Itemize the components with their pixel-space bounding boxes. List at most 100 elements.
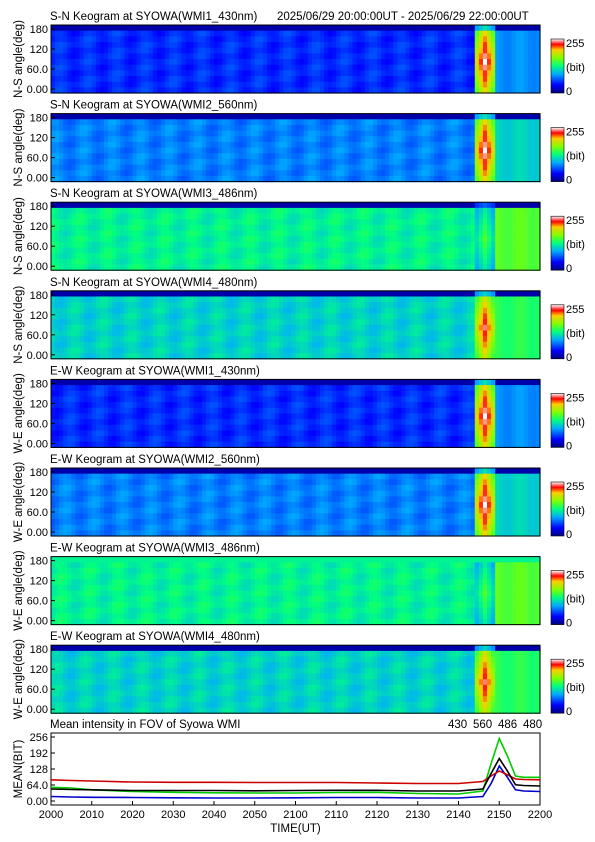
heatmap-cell <box>226 30 231 37</box>
heatmap-cell <box>209 307 215 315</box>
heatmap-cell <box>218 219 223 226</box>
heatmap-cell <box>499 219 504 226</box>
heatmap-cell <box>352 147 358 154</box>
heatmap-cell <box>474 53 480 60</box>
heatmap-cell <box>291 258 297 266</box>
heatmap-cell <box>291 30 297 37</box>
heatmap-cell <box>99 247 105 254</box>
heatmap-cell <box>511 141 517 149</box>
heatmap-cell <box>482 236 488 243</box>
heatmap-cell <box>189 347 195 354</box>
heatmap-cell <box>271 141 276 149</box>
heatmap-cell <box>478 264 484 271</box>
heatmap-cell <box>381 76 386 83</box>
heatmap-cell <box>454 230 460 237</box>
heatmap-cell <box>474 158 480 166</box>
heatmap-cell <box>173 130 178 137</box>
heatmap-cell <box>311 230 317 237</box>
heatmap-cell <box>482 224 488 232</box>
heatmap-cell <box>140 158 146 166</box>
heatmap-cell <box>491 25 496 32</box>
heatmap-cell <box>193 64 199 71</box>
heatmap-cell <box>324 130 329 137</box>
heatmap-cell <box>185 307 191 315</box>
heatmap-cell <box>368 224 374 232</box>
heatmap-cell <box>148 175 154 183</box>
heatmap-cell <box>499 175 504 183</box>
heatmap-cell <box>136 153 142 160</box>
heatmap-cell <box>295 213 301 220</box>
heatmap-cell <box>230 64 235 71</box>
heatmap-cell <box>254 141 260 149</box>
heatmap-cell <box>368 25 374 32</box>
heatmap-cell <box>454 219 460 226</box>
heatmap-cell <box>377 147 382 154</box>
heatmap-cell <box>63 124 68 132</box>
heatmap-cell <box>246 264 252 271</box>
heatmap-cell <box>462 87 468 94</box>
heatmap-cell <box>136 241 142 249</box>
heatmap-cell <box>108 324 113 332</box>
heatmap-cell <box>470 59 476 66</box>
heatmap-cell <box>189 175 195 183</box>
heatmap-cell <box>417 64 423 71</box>
heatmap-cell <box>177 42 182 49</box>
heatmap-cell <box>258 136 264 143</box>
heatmap-cell <box>120 175 125 183</box>
heatmap-cell <box>51 302 56 309</box>
heatmap-cell <box>372 25 378 32</box>
heatmap-cell <box>95 313 101 320</box>
heatmap-cell <box>527 153 533 160</box>
heatmap-cell <box>193 207 199 215</box>
heatmap-cell <box>503 47 508 54</box>
heatmap-cell <box>116 213 121 220</box>
heatmap-cell <box>226 353 231 360</box>
heatmap-cell <box>507 207 513 215</box>
heatmap-cell <box>173 25 178 32</box>
heatmap-cell <box>152 164 158 171</box>
heatmap-cell <box>83 119 89 126</box>
heatmap-cell <box>55 70 60 77</box>
heatmap-cell <box>450 241 456 249</box>
heatmap-cell <box>364 70 370 77</box>
heatmap-cell <box>389 136 394 143</box>
heatmap-cell <box>397 47 403 54</box>
heatmap-cell <box>535 136 541 143</box>
heatmap-cell <box>185 213 191 220</box>
heatmap-cell <box>340 264 345 271</box>
heatmap-cell <box>169 70 174 77</box>
heatmap-cell <box>87 42 93 49</box>
heatmap-cell <box>55 347 60 354</box>
heatmap-cell <box>124 290 130 298</box>
heatmap-cell <box>165 113 170 120</box>
heatmap-cell <box>515 136 521 143</box>
heatmap-cell <box>83 47 89 54</box>
heatmap-cell <box>226 319 231 326</box>
heatmap-cell <box>507 141 513 149</box>
heatmap-cell <box>454 213 460 220</box>
heatmap-cell <box>434 130 439 137</box>
heatmap-cell <box>511 253 517 260</box>
heatmap-cell <box>258 307 264 315</box>
heatmap-cell <box>201 202 207 209</box>
heatmap-cell <box>360 81 366 88</box>
heatmap-cell <box>165 341 170 349</box>
heatmap-cell <box>71 330 77 337</box>
heatmap-cell <box>434 175 439 183</box>
heatmap-cell <box>340 81 345 88</box>
heatmap-cell <box>340 76 345 83</box>
heatmap-cell <box>71 25 77 32</box>
heatmap-cell <box>103 313 109 320</box>
heatmap-cell <box>214 330 219 337</box>
heatmap-cell <box>59 164 64 171</box>
heatmap-cell <box>234 313 240 320</box>
heatmap-cell <box>287 119 293 126</box>
heatmap-cell <box>234 253 240 260</box>
heatmap-cell <box>328 25 333 32</box>
heatmap-cell <box>291 219 297 226</box>
heatmap-cell <box>165 224 170 232</box>
heatmap-cell <box>336 36 341 43</box>
heatmap-cell <box>209 253 215 260</box>
heatmap-cell <box>79 87 85 94</box>
heatmap-cell <box>397 230 403 237</box>
